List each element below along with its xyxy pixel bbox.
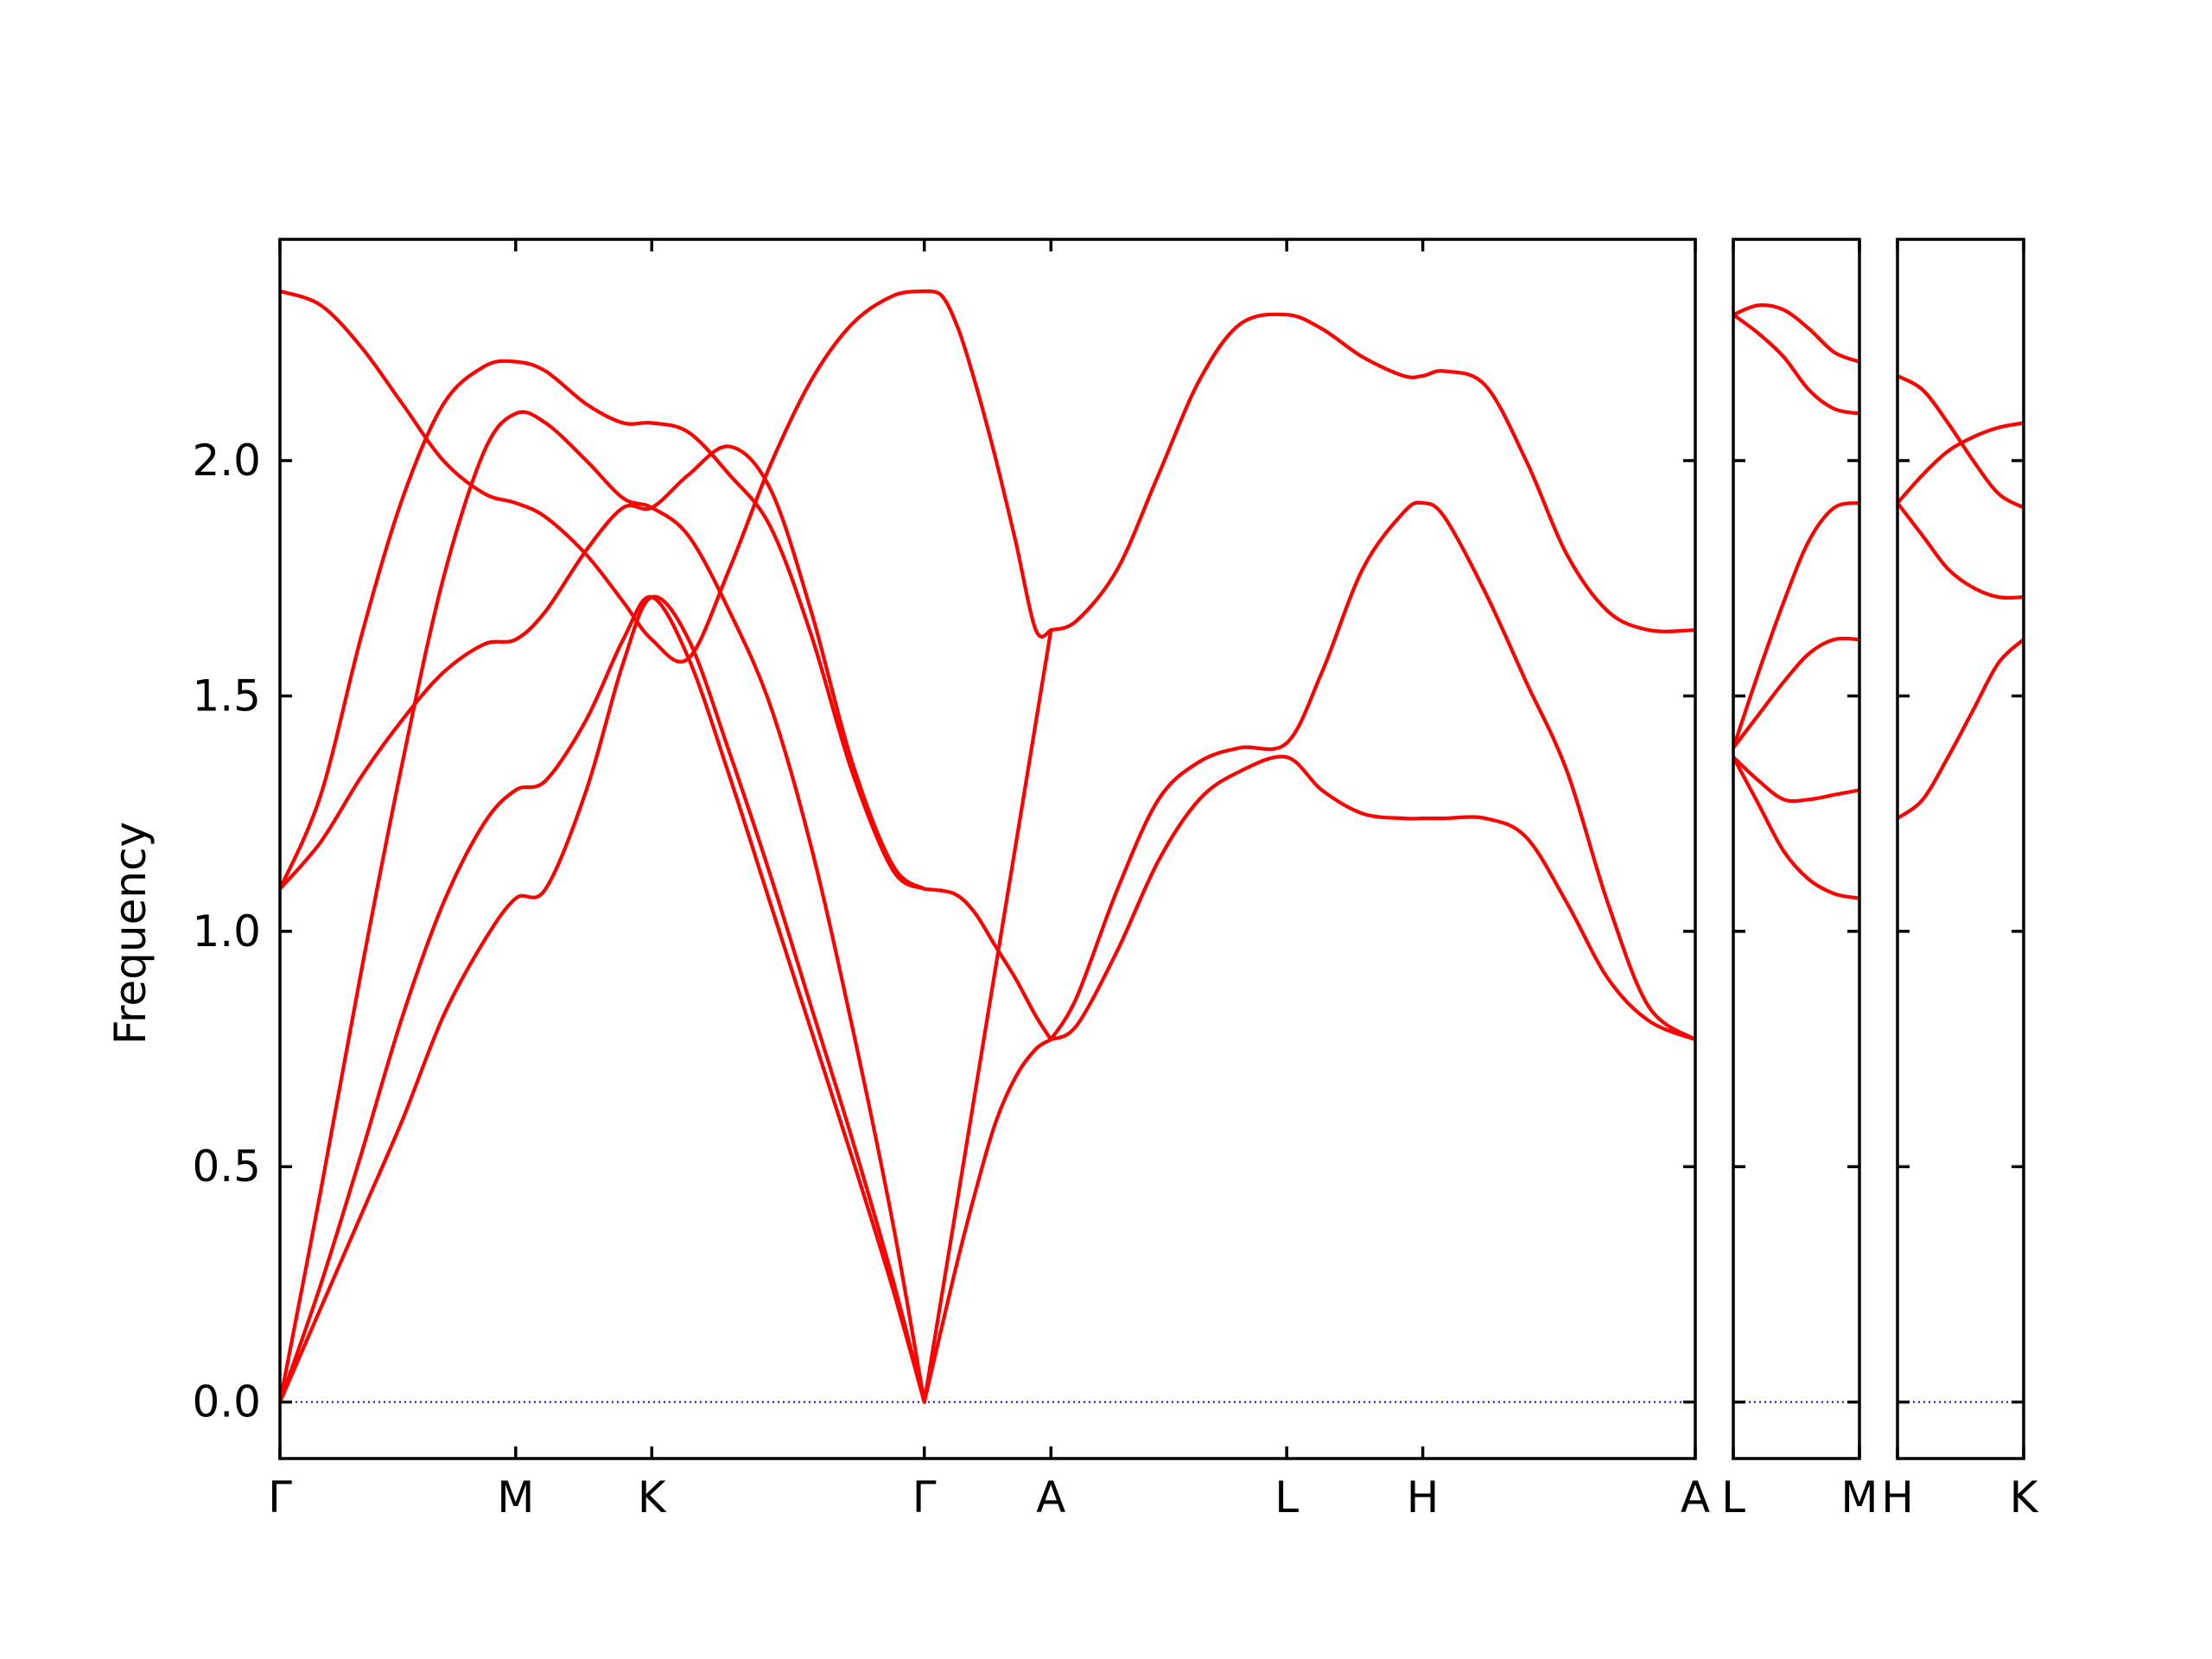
y-tick-labels: 0.0 0.5 1.0 1.5 2.0 <box>192 435 261 1427</box>
bands-group <box>1897 373 2024 821</box>
phonon-band <box>280 359 926 891</box>
phonon-band <box>280 410 926 1404</box>
phonon-band <box>1733 501 1859 750</box>
phonon-band <box>280 289 926 664</box>
x-tick-label: M <box>1840 1472 1878 1522</box>
y-tick-label: 2.0 <box>192 435 261 486</box>
phonon-band <box>280 444 926 891</box>
x-tick-label: M <box>497 1472 534 1522</box>
y-tick-label: 1.5 <box>192 671 261 721</box>
phonon-band <box>922 628 1053 1404</box>
x-tick-label: A <box>1036 1472 1065 1522</box>
panel-frame <box>1732 238 1861 1460</box>
phonon-band <box>280 594 926 1404</box>
bands-group <box>1733 302 1859 900</box>
bands-group <box>280 289 1695 1404</box>
x-tick-label: K <box>2010 1472 2039 1522</box>
x-tick-label: K <box>638 1472 667 1522</box>
phonon-band <box>922 1038 1053 1404</box>
panel-frame <box>1896 238 2025 1460</box>
phonon-band <box>1733 755 1859 900</box>
phonon-band <box>1733 636 1859 750</box>
phonon-band <box>922 887 1053 1042</box>
x-tick-label: H <box>1407 1472 1440 1522</box>
panel-frame <box>278 238 1697 1460</box>
phonon-band <box>1733 302 1859 364</box>
phonon-band <box>1897 373 2024 510</box>
phonon-band <box>1049 754 1695 1042</box>
y-tick-label: 0.0 <box>192 1377 261 1427</box>
phonon-band <box>1733 755 1859 804</box>
x-tick-label: L <box>1274 1472 1299 1522</box>
phonon-band <box>1897 501 2024 600</box>
x-tick-label: Γ <box>912 1472 937 1522</box>
y-tick-label: 0.5 <box>192 1141 261 1192</box>
y-tick-label: 1.0 <box>192 906 261 957</box>
x-tick-label: Γ <box>268 1472 292 1522</box>
x-tick-label: H <box>1881 1472 1914 1522</box>
phonon-band <box>922 289 1053 639</box>
phonon-band <box>280 594 926 1404</box>
x-tick-label: A <box>1681 1472 1710 1522</box>
phonon-band <box>1049 500 1695 1042</box>
phonon-band <box>1897 638 2024 821</box>
phonon-band <box>1049 312 1695 633</box>
phonon-band <box>1733 313 1859 416</box>
x-tick-label: L <box>1721 1472 1745 1522</box>
y-axis-label: Frequency <box>105 822 156 1045</box>
